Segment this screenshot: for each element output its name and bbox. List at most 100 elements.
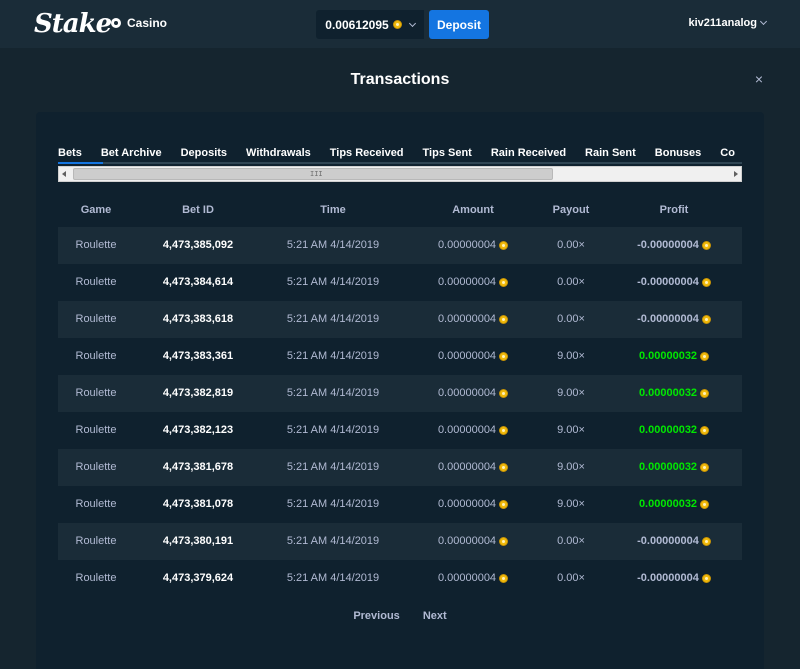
btc-coin-icon: [700, 388, 710, 398]
cell-payout: 0.00×: [538, 572, 604, 584]
scroll-right-icon[interactable]: [734, 171, 738, 177]
cell-game: Roulette: [58, 387, 134, 399]
cell-profit-text: 0.00000032: [638, 350, 698, 362]
cell-game: Roulette: [58, 313, 134, 325]
scrollbar-thumb[interactable]: III: [73, 168, 553, 180]
cell-bet-id[interactable]: 4,473,380,191: [148, 535, 248, 547]
cell-bet-id-text: 4,473,385,092: [162, 239, 234, 251]
table-row[interactable]: Roulette 4,473,382,123 5:21 AM 4/14/2019 0.…: [58, 412, 742, 449]
btc-coin-icon: [392, 20, 402, 29]
cell-bet-id-text: 4,473,381,678: [162, 461, 234, 473]
tab-co[interactable]: Co: [720, 147, 735, 159]
tab-bets[interactable]: Bets: [58, 147, 82, 159]
cell-amount-text: 0.00000004: [437, 239, 497, 251]
cell-game: Roulette: [58, 350, 134, 362]
cell-profit-text: -0.00000004: [637, 239, 699, 251]
cell-game: Roulette: [58, 498, 134, 510]
cell-time-text: 5:21 AM 4/14/2019: [286, 313, 380, 325]
cell-bet-id[interactable]: 4,473,382,819: [148, 387, 248, 399]
header-game: Game: [80, 204, 112, 216]
cell-amount-text: 0.00000004: [437, 387, 497, 399]
cell-payout: 9.00×: [538, 461, 604, 473]
tab-rain-received[interactable]: Rain Received: [490, 147, 567, 159]
cell-amount: 0.00000004: [418, 239, 528, 251]
cell-bet-id[interactable]: 4,473,383,618: [148, 313, 248, 325]
cell-time-text: 5:21 AM 4/14/2019: [286, 498, 380, 510]
next-button[interactable]: Next: [422, 610, 447, 622]
table-row[interactable]: Roulette 4,473,384,614 5:21 AM 4/14/2019 0.…: [58, 264, 742, 301]
close-icon[interactable]: ×: [754, 71, 764, 87]
cell-profit-text: -0.00000004: [637, 572, 699, 584]
cell-game: Roulette: [58, 535, 134, 547]
cell-game-text: Roulette: [75, 350, 117, 362]
cell-bet-id[interactable]: 4,473,382,123: [148, 424, 248, 436]
cell-game: Roulette: [58, 239, 134, 251]
nav-casino[interactable]: Casino: [111, 16, 167, 30]
btc-coin-icon: [499, 388, 509, 398]
cell-profit-text: 0.00000032: [638, 498, 698, 510]
tab-withdrawals[interactable]: Withdrawals: [246, 147, 311, 159]
cell-profit: -0.00000004: [618, 313, 730, 325]
table-row[interactable]: Roulette 4,473,379,624 5:21 AM 4/14/2019 0.…: [58, 560, 742, 597]
btc-coin-icon: [499, 536, 509, 546]
username: kiv211analog: [688, 17, 758, 29]
cell-bet-id-text: 4,473,383,618: [162, 313, 234, 325]
cell-payout-text: 0.00×: [557, 276, 585, 288]
cell-bet-id[interactable]: 4,473,385,092: [148, 239, 248, 251]
active-tab-indicator: [58, 162, 103, 164]
table-row[interactable]: Roulette 4,473,385,092 5:21 AM 4/14/2019 0.…: [58, 227, 742, 264]
table-row[interactable]: Roulette 4,473,383,361 5:21 AM 4/14/2019 0.…: [58, 338, 742, 375]
table-row[interactable]: Roulette 4,473,380,191 5:21 AM 4/14/2019 0.…: [58, 523, 742, 560]
cell-bet-id-text: 4,473,379,624: [162, 572, 234, 584]
tab-bonuses[interactable]: Bonuses: [654, 147, 702, 159]
cell-bet-id[interactable]: 4,473,383,361: [148, 350, 248, 362]
cell-game-text: Roulette: [75, 387, 117, 399]
btc-coin-icon: [499, 573, 509, 583]
deposit-button[interactable]: Deposit: [429, 10, 489, 39]
cell-game: Roulette: [58, 424, 134, 436]
stake-logo[interactable]: Stake: [34, 9, 112, 39]
cell-amount-text: 0.00000004: [437, 276, 497, 288]
btc-coin-icon: [499, 462, 509, 472]
tab-rain-sent[interactable]: Rain Sent: [585, 147, 636, 159]
cell-game: Roulette: [58, 572, 134, 584]
cell-time: 5:21 AM 4/14/2019: [268, 276, 398, 288]
btc-coin-icon: [701, 277, 711, 287]
tabs-horizontal-scrollbar[interactable]: III: [58, 166, 742, 182]
header-profit: Profit: [659, 204, 689, 216]
table-row[interactable]: Roulette 4,473,381,678 5:21 AM 4/14/2019 0.…: [58, 449, 742, 486]
cell-game-text: Roulette: [75, 572, 117, 584]
tab-tips-sent[interactable]: Tips Sent: [422, 147, 472, 159]
tab-bet-archive[interactable]: Bet Archive: [100, 147, 162, 159]
wallet-balance-selector[interactable]: 0.00612095: [316, 10, 424, 39]
cell-bet-id[interactable]: 4,473,381,678: [148, 461, 248, 473]
cell-bet-id[interactable]: 4,473,381,078: [148, 498, 248, 510]
btc-coin-icon: [701, 573, 711, 583]
cell-bet-id[interactable]: 4,473,379,624: [148, 572, 248, 584]
cell-game: Roulette: [58, 276, 134, 288]
transaction-tabs: Bets Bet Archive Deposits Withdrawals Tips R…: [58, 143, 742, 165]
cell-payout-text: 9.00×: [557, 461, 585, 473]
table-row[interactable]: Roulette 4,473,381,078 5:21 AM 4/14/2019 0.…: [58, 486, 742, 523]
cell-game-text: Roulette: [75, 276, 117, 288]
cell-bet-id[interactable]: 4,473,384,614: [148, 276, 248, 288]
cell-amount-text: 0.00000004: [437, 424, 497, 436]
cell-payout-text: 0.00×: [557, 535, 585, 547]
scroll-left-icon[interactable]: [62, 171, 66, 177]
tab-deposits[interactable]: Deposits: [180, 147, 228, 159]
table-row[interactable]: Roulette 4,473,382,819 5:21 AM 4/14/2019 0.…: [58, 375, 742, 412]
cell-game-text: Roulette: [75, 424, 117, 436]
btc-coin-icon: [700, 351, 710, 361]
previous-button[interactable]: Previous: [353, 610, 400, 622]
table-row[interactable]: Roulette 4,473,383,618 5:21 AM 4/14/2019 0.…: [58, 301, 742, 338]
bets-table-body: Roulette 4,473,385,092 5:21 AM 4/14/2019 0.…: [58, 227, 742, 597]
cell-bet-id-text: 4,473,380,191: [162, 535, 234, 547]
cell-time-text: 5:21 AM 4/14/2019: [286, 461, 380, 473]
cell-profit: 0.00000032: [618, 424, 730, 436]
btc-coin-icon: [700, 425, 710, 435]
cell-time: 5:21 AM 4/14/2019: [268, 424, 398, 436]
modal-title: Transactions: [350, 71, 450, 88]
user-menu[interactable]: kiv211analog: [688, 17, 768, 29]
header-time: Time: [320, 204, 346, 216]
tab-tips-received[interactable]: Tips Received: [329, 147, 404, 159]
